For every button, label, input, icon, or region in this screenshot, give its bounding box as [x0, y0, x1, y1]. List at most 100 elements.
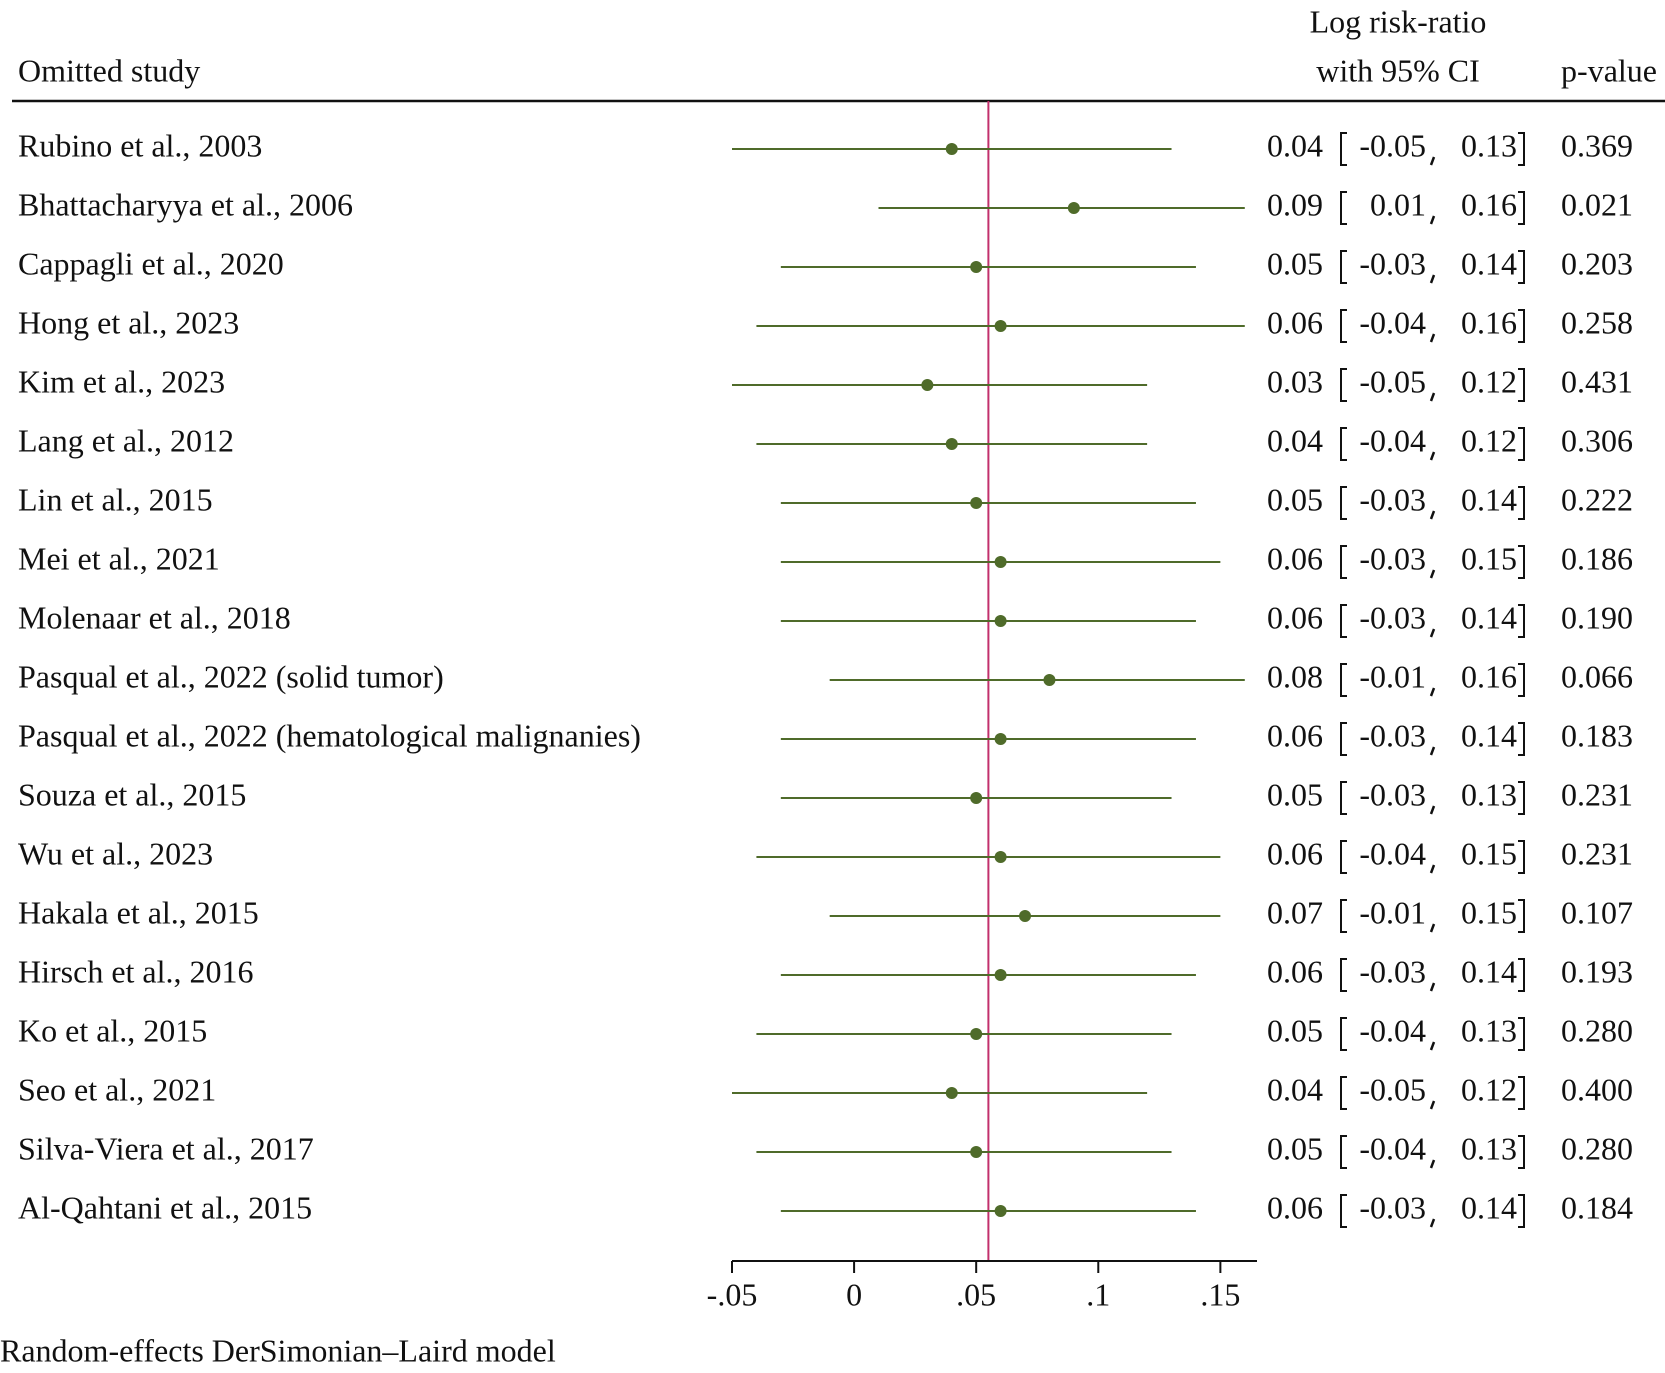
bracket — [1518, 427, 1525, 461]
point-estimate — [994, 615, 1007, 627]
bracket — [1518, 840, 1525, 874]
comma — [1429, 215, 1436, 225]
point-estimate — [945, 143, 958, 155]
study-label: Hong et al., 2023 — [18, 304, 239, 340]
comma — [1429, 746, 1436, 756]
lower-label: -0.03 — [1359, 776, 1426, 812]
point-estimate — [970, 497, 983, 509]
point-estimate — [994, 733, 1007, 745]
p-value: 0.222 — [1561, 481, 1633, 517]
lower-label: -0.03 — [1359, 953, 1426, 989]
lower-label: -0.04 — [1359, 422, 1426, 458]
point-estimate — [994, 851, 1007, 863]
bracket — [1340, 1194, 1347, 1228]
lower-label: -0.03 — [1359, 717, 1426, 753]
comma — [1429, 510, 1436, 520]
bracket — [1340, 604, 1347, 638]
bracket — [1518, 309, 1525, 343]
estimate-label: 0.06 — [1267, 304, 1323, 340]
p-value: 0.186 — [1561, 540, 1633, 576]
p-value: 0.258 — [1561, 304, 1633, 340]
upper-label: 0.14 — [1461, 481, 1517, 517]
column-header: p-value — [1561, 52, 1657, 88]
estimate-label: 0.06 — [1267, 540, 1323, 576]
study-label: Hakala et al., 2015 — [18, 894, 259, 930]
footnote: Random-effects DerSimonian–Laird model — [0, 1332, 556, 1368]
estimate-label: 0.04 — [1267, 1071, 1323, 1107]
point-estimate — [970, 261, 983, 273]
bracket — [1518, 663, 1525, 697]
estimate-label: 0.05 — [1267, 1130, 1323, 1166]
study-label: Rubino et al., 2003 — [18, 127, 262, 163]
bracket — [1518, 958, 1525, 992]
upper-label: 0.14 — [1461, 599, 1517, 635]
upper-label: 0.14 — [1461, 245, 1517, 281]
bracket — [1340, 663, 1347, 697]
estimate-label: 0.06 — [1267, 953, 1323, 989]
x-tick-label: .1 — [1086, 1276, 1110, 1312]
estimate-label: 0.05 — [1267, 245, 1323, 281]
upper-label: 0.15 — [1461, 894, 1517, 930]
estimate-label: 0.05 — [1267, 1012, 1323, 1048]
study-label: Cappagli et al., 2020 — [18, 245, 284, 281]
estimate-label: 0.06 — [1267, 717, 1323, 753]
bracket — [1518, 486, 1525, 520]
bracket — [1518, 545, 1525, 579]
lower-label: -0.05 — [1359, 1071, 1426, 1107]
bracket — [1340, 781, 1347, 815]
bracket — [1340, 132, 1347, 166]
bracket — [1340, 486, 1347, 520]
bracket — [1340, 368, 1347, 402]
p-value: 0.021 — [1561, 186, 1633, 222]
lower-label: -0.03 — [1359, 481, 1426, 517]
point-estimate — [970, 792, 983, 804]
estimate-label: 0.09 — [1267, 186, 1323, 222]
point-estimate — [1043, 674, 1056, 686]
comma — [1429, 805, 1436, 815]
lower-label: -0.01 — [1359, 894, 1426, 930]
bracket — [1340, 840, 1347, 874]
comma — [1429, 392, 1436, 402]
bracket — [1518, 368, 1525, 402]
bracket — [1518, 250, 1525, 284]
study-label: Ko et al., 2015 — [18, 1012, 207, 1048]
upper-label: 0.14 — [1461, 953, 1517, 989]
bracket — [1340, 545, 1347, 579]
x-tick-label: .05 — [956, 1276, 996, 1312]
lower-label: -0.04 — [1359, 1012, 1426, 1048]
p-value: 0.306 — [1561, 422, 1633, 458]
point-estimate — [921, 379, 934, 391]
lower-label: -0.03 — [1359, 245, 1426, 281]
comma — [1429, 156, 1436, 166]
upper-label: 0.14 — [1461, 1189, 1517, 1225]
lower-label: -0.04 — [1359, 304, 1426, 340]
lower-label: -0.03 — [1359, 599, 1426, 635]
x-tick-label: .15 — [1200, 1276, 1240, 1312]
column-header: Omitted study — [18, 52, 200, 88]
bracket — [1518, 132, 1525, 166]
bracket — [1340, 1017, 1347, 1051]
x-tick-label: -.05 — [707, 1276, 758, 1312]
point-estimate — [994, 969, 1007, 981]
study-label: Al-Qahtani et al., 2015 — [18, 1189, 312, 1225]
estimate-label: 0.06 — [1267, 599, 1323, 635]
comma — [1429, 1100, 1436, 1110]
upper-label: 0.13 — [1461, 1130, 1517, 1166]
comma — [1429, 333, 1436, 343]
comma — [1429, 982, 1436, 992]
bracket — [1518, 604, 1525, 638]
study-label: Mei et al., 2021 — [18, 540, 220, 576]
lower-label: -0.04 — [1359, 1130, 1426, 1166]
estimate-label: 0.05 — [1267, 481, 1323, 517]
upper-label: 0.12 — [1461, 363, 1517, 399]
study-label: Bhattacharyya et al., 2006 — [18, 186, 353, 222]
bracket — [1340, 722, 1347, 756]
study-label: Molenaar et al., 2018 — [18, 599, 291, 635]
comma — [1429, 569, 1436, 579]
p-value: 0.231 — [1561, 835, 1633, 871]
lower-label: -0.05 — [1359, 127, 1426, 163]
point-estimate — [970, 1028, 983, 1040]
p-value: 0.107 — [1561, 894, 1633, 930]
study-label: Hirsch et al., 2016 — [18, 953, 254, 989]
estimate-label: 0.04 — [1267, 127, 1323, 163]
